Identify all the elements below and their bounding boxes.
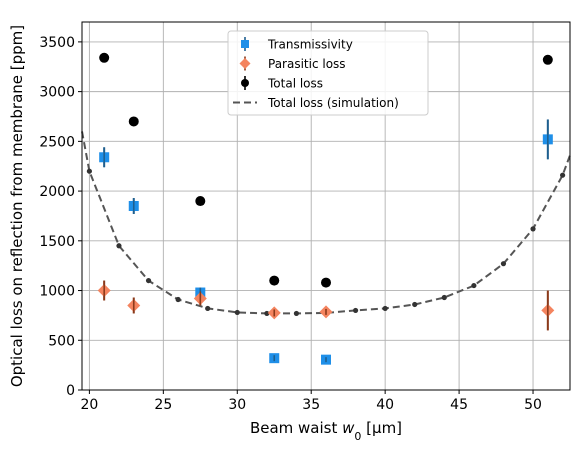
simulation-point (145, 277, 152, 284)
x-tick-label: 50 (524, 397, 542, 413)
simulation-point (293, 310, 300, 317)
simulation-point (86, 168, 92, 174)
x-axis-label: Beam waist w0 [μm] (250, 419, 402, 443)
legend-label: Parasitic loss (268, 57, 346, 71)
data-point-circle (269, 275, 280, 286)
simulation-point (500, 261, 507, 267)
y-tick-label: 3500 (39, 35, 75, 51)
x-tick-label: 30 (228, 397, 246, 413)
data-point-circle (195, 196, 206, 207)
data-point-circle (128, 116, 139, 127)
simulation-point (234, 309, 240, 316)
x-tick-label: 35 (302, 397, 320, 413)
simulation-point (352, 307, 359, 314)
data-point-circle (321, 277, 331, 288)
legend: Transmissivity Parasitic loss Total loss To… (227, 30, 429, 116)
simulation-point (116, 243, 122, 249)
y-tick-label: 1500 (39, 234, 75, 250)
simulation-point (175, 296, 181, 303)
simulation-point (205, 305, 211, 312)
simulation-point (560, 172, 566, 178)
simulation-point (264, 310, 270, 317)
simulation-point (412, 301, 418, 308)
plot-frame (81, 21, 571, 391)
y-tick-label: 1000 (39, 284, 75, 300)
y-tick-label: 2000 (39, 184, 75, 200)
simulation-point (530, 226, 536, 232)
simulation-point (471, 282, 477, 289)
data-markers (97, 52, 555, 365)
x-tick-label: 45 (450, 397, 468, 413)
y-tick-label: 3000 (39, 85, 75, 101)
y-tick-label: 0 (66, 383, 75, 399)
simulation-point (382, 305, 388, 312)
simulation-series (81, 131, 571, 317)
legend-swatch-square (241, 40, 249, 48)
simulation-point (441, 294, 447, 301)
legend-label: Transmissivity (267, 38, 353, 52)
x-tick-label: 20 (80, 397, 98, 413)
legend-label: Total loss (simulation) (267, 96, 399, 110)
data-point-circle (542, 54, 553, 65)
y-tick-label: 2500 (39, 134, 75, 150)
x-axis-ticks: 20 25 30 35 40 45 50 (80, 390, 542, 413)
x-tick-label: 40 (376, 397, 394, 413)
y-axis-ticks: 0 500 1000 1500 2000 2500 3000 3500 (39, 35, 82, 399)
legend-box (227, 30, 429, 116)
data-point-circle (99, 52, 110, 63)
legend-label: Total loss (267, 77, 323, 91)
x-tick-label: 25 (154, 397, 172, 413)
y-tick-label: 500 (48, 333, 75, 349)
legend-swatch-diamond (239, 58, 251, 69)
y-axis-label: Optical loss on reflection from membrane… (8, 25, 26, 387)
